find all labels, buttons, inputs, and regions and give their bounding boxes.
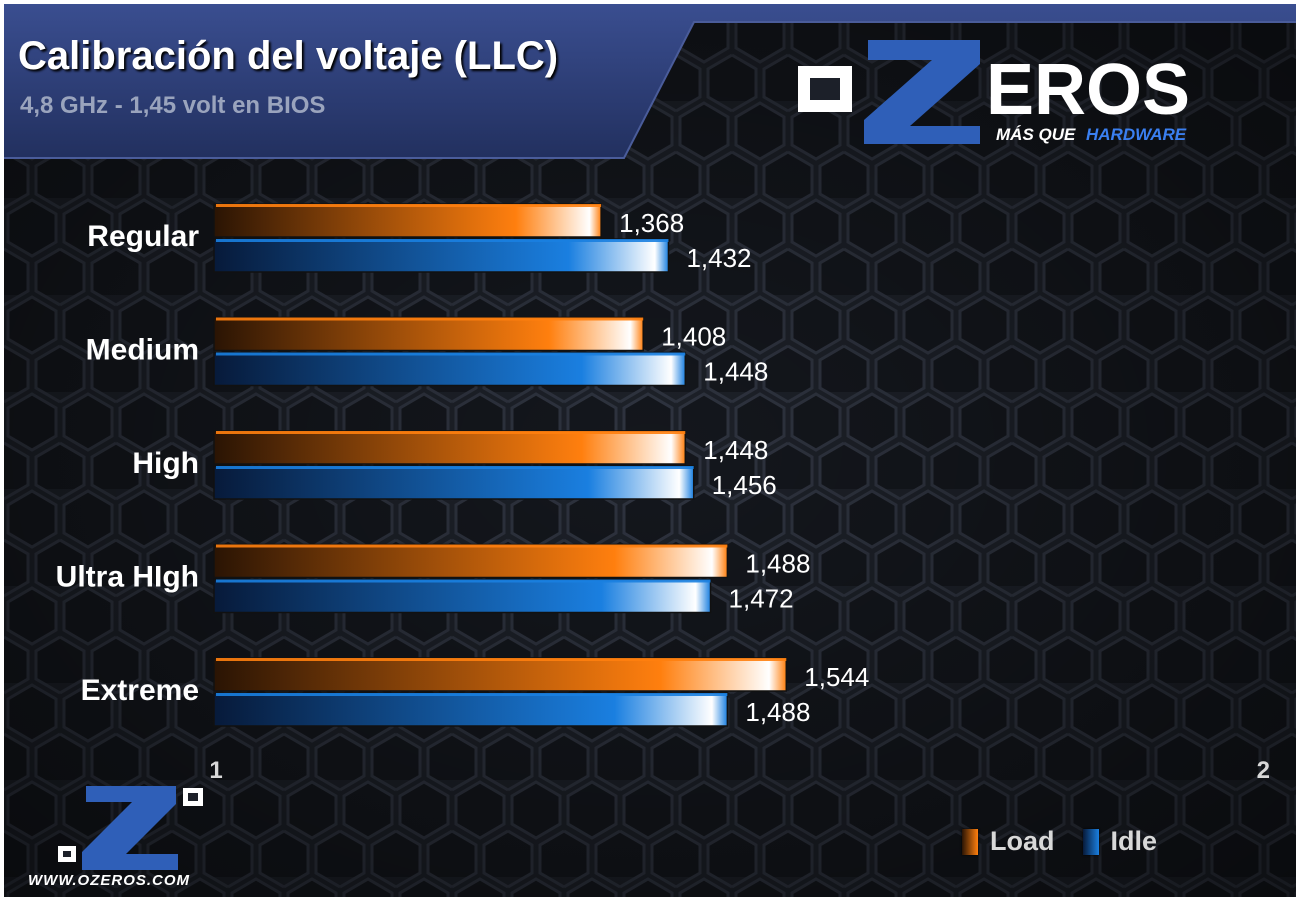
bar-highlight	[216, 693, 728, 696]
bar-highlight	[216, 239, 669, 242]
bar-idle	[213, 692, 729, 727]
bar-idle	[213, 238, 670, 273]
bar-highlight	[216, 658, 787, 661]
category-label: Regular	[87, 220, 199, 253]
legend-swatch-load	[962, 828, 978, 855]
legend-item-idle: Idle	[1082, 826, 1158, 857]
bar-load	[213, 316, 644, 352]
data-label-load: 1,408	[661, 322, 726, 352]
category-label: Ultra HIgh	[56, 561, 199, 594]
chart-subtitle: 4,8 GHz - 1,45 volt en BIOS	[20, 92, 326, 119]
x-tick-label: 2	[1257, 757, 1270, 784]
bar-load	[213, 203, 602, 238]
chart-frame: Calibración del voltaje (LLC) 4,8 GHz - …	[4, 4, 1296, 897]
bar-highlight	[216, 317, 644, 321]
chart-title: Calibración del voltaje (LLC)	[18, 34, 559, 78]
data-label-idle: 1,432	[686, 243, 751, 273]
legend-label-idle: Idle	[1110, 826, 1158, 856]
bar-load	[213, 657, 788, 692]
data-label-idle: 1,448	[703, 357, 768, 387]
data-label-idle: 1,488	[745, 697, 810, 727]
ozeros-small-logo	[58, 786, 203, 870]
bar-load	[213, 430, 687, 465]
logo-tagline-b: HARDWARE	[1086, 125, 1187, 144]
data-label-load: 1,368	[619, 208, 684, 238]
bar-idle	[213, 578, 712, 614]
logo-letter-z	[864, 40, 980, 144]
x-tick-label: 1	[209, 757, 222, 784]
logo-small-z	[82, 786, 178, 870]
bar-highlight	[216, 431, 686, 434]
category-label: Extreme	[81, 674, 199, 707]
bar-highlight	[216, 352, 686, 356]
bar-highlight	[216, 204, 602, 207]
bar-load	[213, 543, 729, 579]
ozeros-logo: EROS MÁS QUE HARDWARE	[798, 40, 1190, 144]
bar-highlight	[216, 466, 694, 469]
header-band	[4, 4, 1296, 159]
legend-label-load: Load	[990, 826, 1055, 856]
logo-tagline-a: MÁS QUE	[996, 125, 1076, 144]
data-label-load: 1,488	[745, 549, 810, 579]
category-label: Medium	[86, 334, 199, 367]
data-label-load: 1,448	[703, 435, 768, 465]
category-label: High	[132, 447, 199, 480]
bar-idle	[213, 351, 687, 387]
bar-highlight	[216, 544, 728, 548]
chart-legend: Load Idle	[962, 826, 1175, 857]
data-label-idle: 1,472	[729, 584, 794, 614]
data-label-idle: 1,456	[712, 470, 777, 500]
site-url: WWW.OZEROS.COM	[28, 872, 191, 889]
legend-item-load: Load	[962, 826, 1055, 857]
bar-idle	[213, 465, 695, 500]
legend-swatch-idle	[1082, 828, 1099, 855]
bar-highlight	[216, 579, 711, 583]
logo-eros-text: EROS	[986, 50, 1190, 130]
data-label-load: 1,544	[804, 662, 869, 692]
